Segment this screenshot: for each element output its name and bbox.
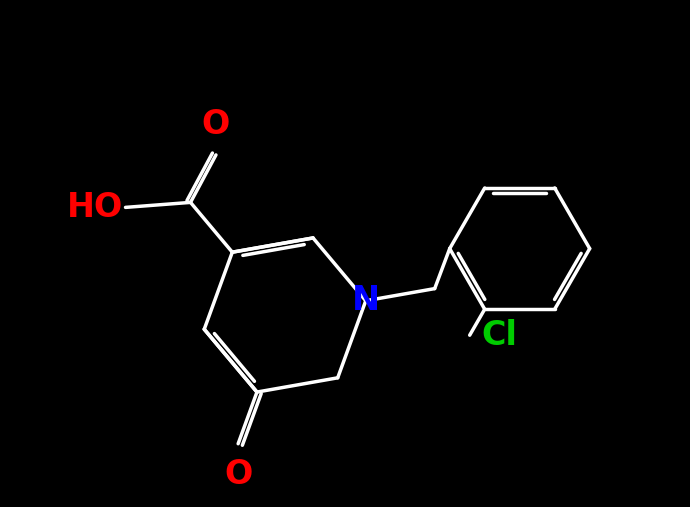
Text: N: N [352, 284, 380, 317]
Text: HO: HO [67, 191, 124, 224]
Text: O: O [202, 108, 230, 141]
Text: Cl: Cl [482, 319, 518, 352]
Text: O: O [224, 458, 253, 491]
